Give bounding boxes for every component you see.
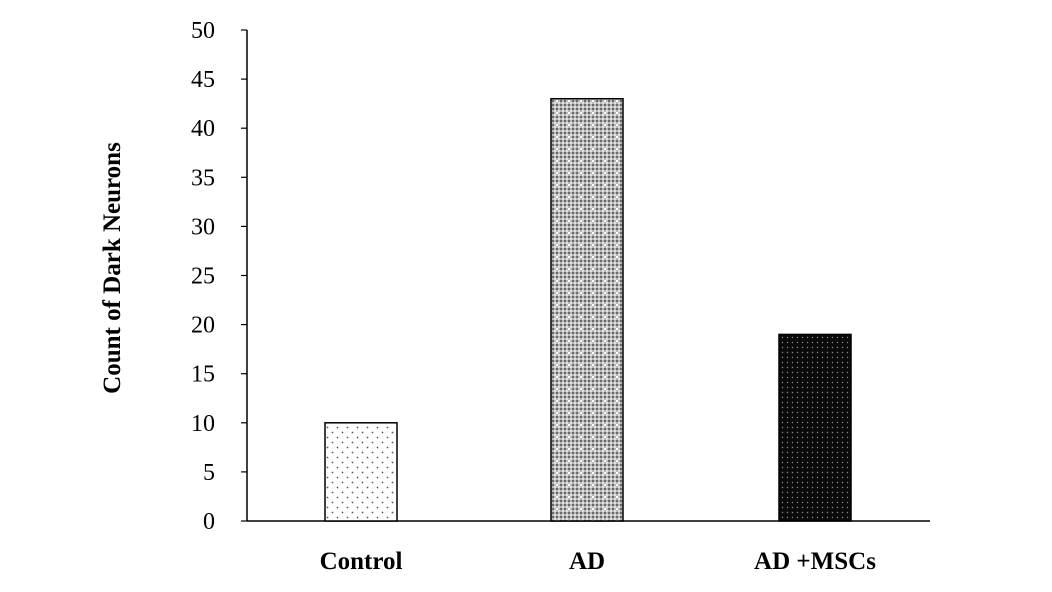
y-tick-label: 40 — [191, 116, 215, 142]
y-axis: 0 5 10 15 20 25 30 35 40 45 50 — [191, 18, 248, 535]
bars-group — [324, 97, 852, 522]
y-tick-label: 45 — [191, 67, 215, 93]
y-tick-label: 50 — [191, 18, 215, 44]
y-tick-label: 35 — [191, 165, 215, 191]
y-tick-label: 20 — [191, 313, 215, 339]
y-tick-label: 15 — [191, 362, 215, 388]
x-category-label: AD +MSCs — [754, 548, 876, 575]
bar-control — [324, 422, 398, 522]
bar-ad-mscs — [778, 333, 852, 522]
y-tick-label: 30 — [191, 214, 215, 240]
y-axis-label: Count of Dark Neurons — [99, 142, 126, 394]
category-labels: Control AD AD +MSCs — [320, 548, 877, 575]
bar-ad — [550, 97, 624, 522]
x-category-label: AD — [569, 548, 605, 575]
y-tick-label: 0 — [203, 509, 215, 535]
y-tick-label: 5 — [203, 460, 215, 486]
y-tick-label: 10 — [191, 411, 215, 437]
y-tick-label: 25 — [191, 264, 215, 290]
x-category-label: Control — [320, 548, 403, 575]
